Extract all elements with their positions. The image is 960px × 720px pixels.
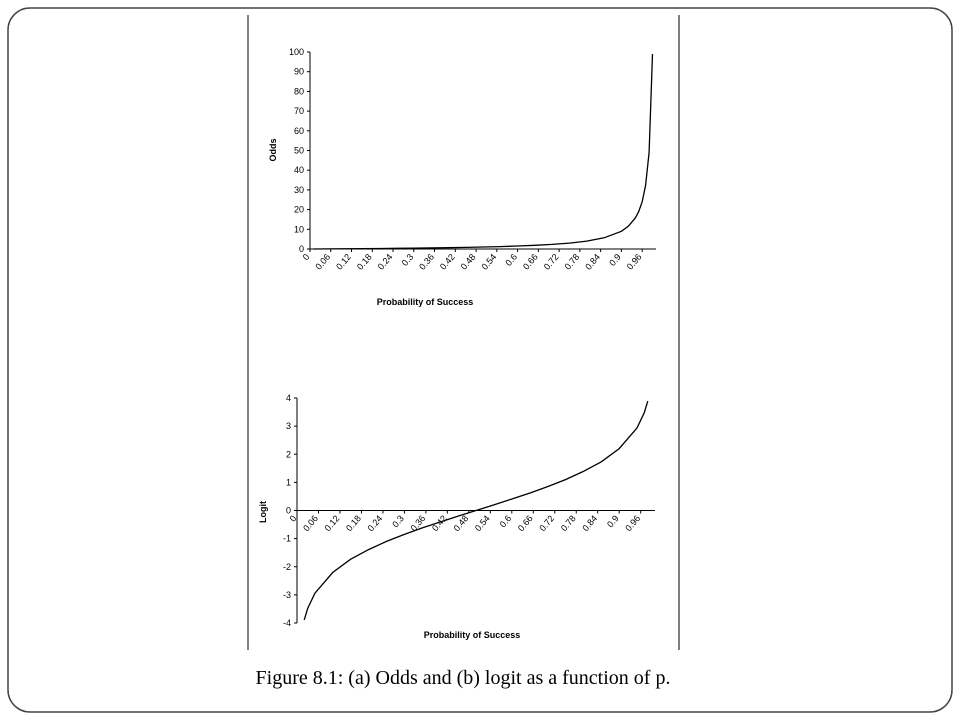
y-tick-label: 50: [294, 146, 304, 156]
line: [313, 53, 654, 250]
y-tick-label: 20: [294, 205, 304, 215]
y-tick-label: 3: [286, 421, 291, 431]
y-tick-label: 80: [294, 86, 304, 96]
y-tick-label: -1: [283, 534, 291, 544]
x-axis-label: Probability of Success: [424, 630, 521, 640]
y-tick-label: -4: [283, 618, 291, 628]
y-tick-label: -3: [283, 590, 291, 600]
y-tick-label: 0: [299, 244, 304, 254]
y-tick-label: 60: [294, 126, 304, 136]
y-tick-label: 90: [294, 67, 304, 77]
y-tick-label: 4: [286, 393, 291, 403]
caption: Figure 8.1: (a) Odds and (b) logit as a …: [256, 667, 671, 689]
y-tick-label: 100: [289, 47, 304, 57]
y-tick-label: 10: [294, 224, 304, 234]
y-tick-label: -2: [283, 562, 291, 572]
y-axis-label: Odds: [268, 138, 278, 161]
x-axis-label: Probability of Success: [377, 297, 474, 307]
line: [303, 400, 649, 621]
y-tick-label: 1: [286, 477, 291, 487]
y-tick-label: 40: [294, 165, 304, 175]
y-axis-label: Logit: [258, 501, 268, 523]
y-tick-label: 30: [294, 185, 304, 195]
y-tick-label: 0: [286, 506, 291, 516]
x-tick-label: 0: [301, 252, 312, 262]
x-tick-label: 0: [288, 513, 299, 523]
slide-frame: [7, 7, 953, 713]
y-tick-label: 2: [286, 449, 291, 459]
y-tick-label: 70: [294, 106, 304, 116]
